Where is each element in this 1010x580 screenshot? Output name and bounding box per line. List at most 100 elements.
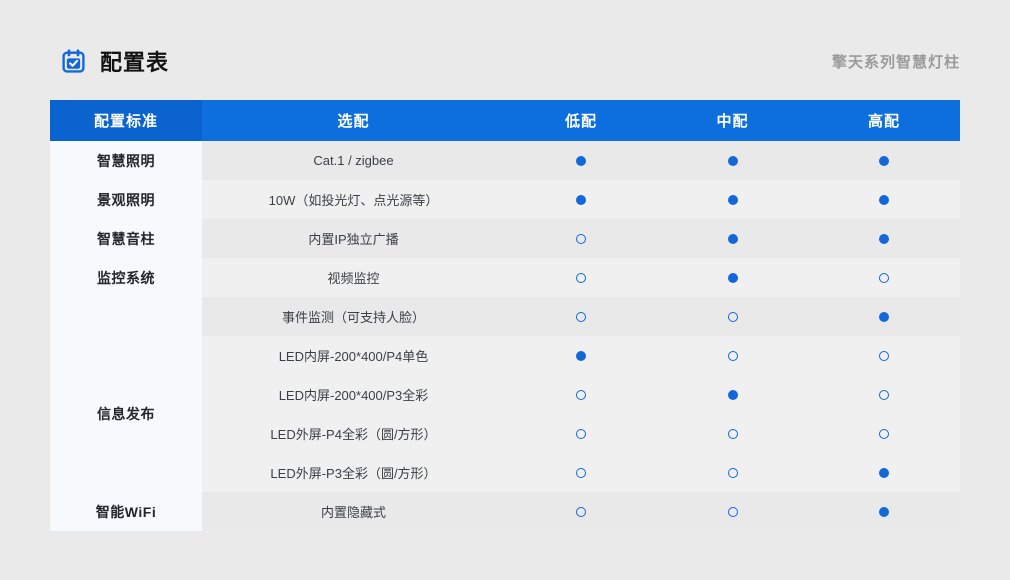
option-label: 视频监控 — [327, 271, 380, 286]
config-cell-low — [505, 375, 657, 414]
config-cell-mid — [657, 141, 809, 180]
header-cell-4: 中配 — [657, 100, 808, 141]
dot-hollow-icon — [727, 311, 738, 322]
dot-filled-icon — [879, 311, 890, 322]
config-cell-high — [808, 141, 960, 180]
config-cell-low — [505, 414, 657, 453]
category-label: 智慧照明 — [97, 152, 155, 169]
config-cell-high — [808, 297, 960, 336]
dot-hollow-icon — [575, 233, 586, 244]
config-cell-mid — [657, 258, 809, 297]
table-row: LED外屏-P3全彩（圆/方形） — [202, 453, 960, 492]
table-row: LED内屏-200*400/P4单色 — [202, 336, 960, 375]
title-group: 配置表 — [60, 45, 169, 77]
config-cell-high — [808, 180, 960, 219]
option-label: LED内屏-200*400/P4单色 — [278, 349, 429, 364]
config-cell-low — [505, 219, 657, 258]
table-row: 内置IP独立广播 — [202, 219, 960, 258]
config-cell-high — [808, 453, 960, 492]
page-subtitle: 擎天系列智慧灯柱 — [831, 53, 960, 71]
config-table: 配置标准 选配 低配 中配 高配 智慧照明景观照明智慧音柱监控系统信息发布智能WiFi … — [50, 100, 960, 531]
dot-filled-icon — [727, 233, 738, 244]
category-label: 智慧音柱 — [97, 230, 155, 247]
table-row: 视频监控 — [202, 258, 960, 297]
dot-hollow-icon — [575, 272, 586, 283]
dot-filled-icon — [879, 506, 890, 517]
config-cell-high — [808, 375, 960, 414]
dot-filled-icon — [575, 350, 586, 361]
dot-filled-icon — [727, 155, 738, 166]
dot-hollow-icon — [575, 506, 586, 517]
config-cell-mid — [657, 375, 809, 414]
config-cell-mid — [657, 453, 809, 492]
calendar-check-icon — [62, 48, 85, 73]
table-header-row: 配置标准 选配 低配 中配 高配 — [50, 100, 960, 141]
dot-filled-icon — [575, 194, 586, 205]
config-cell-low — [505, 492, 657, 531]
config-cell-high — [808, 492, 960, 531]
config-cell-high — [808, 414, 960, 453]
dot-filled-icon — [727, 389, 738, 400]
config-cell-mid — [657, 414, 809, 453]
config-cell-low — [505, 180, 657, 219]
dot-filled-icon — [879, 155, 890, 166]
option-label: LED外屏-P3全彩（圆/方形） — [270, 466, 437, 481]
table-row: LED外屏-P4全彩（圆/方形） — [202, 414, 960, 453]
header-cell-3: 低配 — [505, 100, 657, 141]
config-cell-high — [808, 219, 960, 258]
dot-filled-icon — [727, 194, 738, 205]
table-body: 智慧照明景观照明智慧音柱监控系统信息发布智能WiFi Cat.1 / zigbe… — [50, 141, 960, 531]
config-cell-mid — [657, 180, 809, 219]
dot-hollow-icon — [575, 467, 586, 478]
option-label: 内置IP独立广播 — [308, 232, 399, 247]
dot-hollow-icon — [727, 506, 738, 517]
category-rail: 智慧照明景观照明智慧音柱监控系统信息发布智能WiFi — [50, 141, 202, 531]
dot-hollow-icon — [727, 467, 738, 478]
dot-hollow-icon — [879, 350, 890, 361]
dot-hollow-icon — [575, 389, 586, 400]
table-row: LED内屏-200*400/P3全彩 — [202, 375, 960, 414]
config-cell-high — [808, 258, 960, 297]
config-cell-high — [808, 336, 960, 375]
header-cell-5: 高配 — [808, 100, 960, 141]
category-label: 监控系统 — [97, 269, 155, 286]
header-cell-2: 选配 — [202, 100, 505, 141]
table-row: 事件监测（可支持人脸） — [202, 297, 960, 336]
category-label: 信息发布 — [97, 406, 155, 422]
category-label — [50, 297, 202, 336]
top-bar: 配置表 擎天系列智慧灯柱 — [60, 44, 960, 78]
dot-filled-icon — [575, 155, 586, 166]
category-label: 智能WiFi — [95, 503, 157, 520]
option-label: LED外屏-P4全彩（圆/方形） — [270, 427, 437, 442]
dot-hollow-icon — [879, 272, 890, 283]
config-cell-low — [505, 453, 657, 492]
dot-hollow-icon — [727, 428, 738, 439]
dot-hollow-icon — [879, 428, 890, 439]
dot-hollow-icon — [575, 428, 586, 439]
option-label: 10W（如投光灯、点光源等） — [268, 193, 439, 208]
config-cell-mid — [657, 219, 809, 258]
table-rows: Cat.1 / zigbee 10W（如投光灯、点光源等） 内置IP独立广播 视频监控… — [202, 141, 960, 531]
dot-filled-icon — [879, 467, 890, 478]
option-label: LED内屏-200*400/P3全彩 — [278, 388, 429, 403]
category-label: 景观照明 — [97, 191, 155, 208]
config-cell-low — [505, 297, 657, 336]
config-cell-mid — [657, 336, 809, 375]
dot-filled-icon — [879, 194, 890, 205]
config-cell-low — [505, 141, 657, 180]
config-cell-low — [505, 336, 657, 375]
config-cell-low — [505, 258, 657, 297]
config-cell-mid — [657, 492, 809, 531]
dot-hollow-icon — [727, 350, 738, 361]
table-row: 10W（如投光灯、点光源等） — [202, 180, 960, 219]
option-label: Cat.1 / zigbee — [313, 153, 394, 168]
dot-hollow-icon — [879, 389, 890, 400]
config-cell-mid — [657, 297, 809, 336]
dot-filled-icon — [879, 233, 890, 244]
page-title: 配置表 — [100, 50, 170, 75]
option-label: 内置隐藏式 — [320, 505, 386, 520]
dot-hollow-icon — [575, 311, 586, 322]
dot-filled-icon — [727, 272, 738, 283]
option-label: 事件监测（可支持人脸） — [281, 310, 425, 325]
